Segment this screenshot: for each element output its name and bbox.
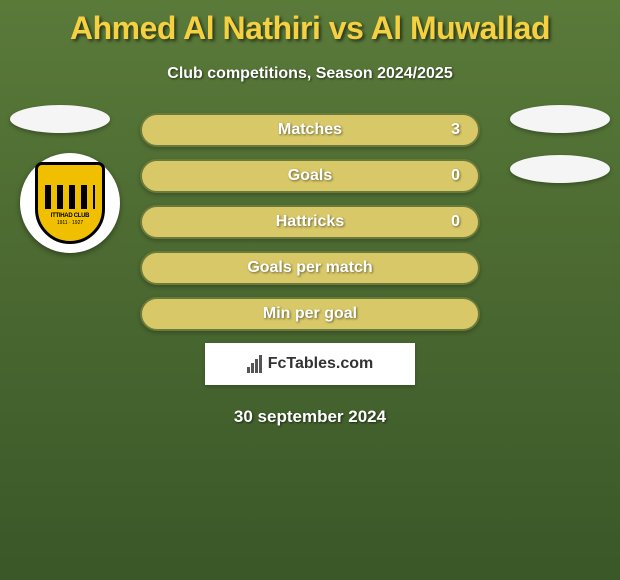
- date-line: 30 september 2024: [0, 407, 620, 427]
- bar-chart-icon: [247, 355, 262, 373]
- stat-row-goals-per-match: Goals per match: [140, 251, 480, 285]
- badge-stripes-icon: [45, 185, 95, 209]
- stat-row-matches: Matches 3: [140, 113, 480, 147]
- watermark-text: FcTables.com: [268, 355, 374, 373]
- stat-row-min-per-goal: Min per goal: [140, 297, 480, 331]
- stat-label: Hattricks: [276, 213, 344, 231]
- comparison-title: Ahmed Al Nathiri vs Al Muwallad: [0, 0, 620, 47]
- stat-label: Goals per match: [247, 259, 372, 277]
- club-badge: ITTIHAD CLUB 1911 · 1927: [20, 153, 120, 253]
- photo-placeholder-right-1: [510, 105, 610, 133]
- stats-area: ITTIHAD CLUB 1911 · 1927 Matches 3 Goals…: [0, 113, 620, 427]
- badge-years: 1911 · 1927: [57, 220, 83, 226]
- badge-shield: ITTIHAD CLUB 1911 · 1927: [35, 162, 105, 244]
- stat-label: Matches: [278, 121, 342, 139]
- photo-placeholder-left: [10, 105, 110, 133]
- stat-bars: Matches 3 Goals 0 Hattricks 0 Goals per …: [140, 113, 480, 331]
- stat-label: Min per goal: [263, 305, 357, 323]
- stat-row-goals: Goals 0: [140, 159, 480, 193]
- stat-value: 0: [451, 213, 460, 231]
- stat-value: 0: [451, 167, 460, 185]
- comparison-subtitle: Club competitions, Season 2024/2025: [0, 65, 620, 83]
- stat-row-hattricks: Hattricks 0: [140, 205, 480, 239]
- watermark: FcTables.com: [205, 343, 415, 385]
- photo-placeholder-right-2: [510, 155, 610, 183]
- badge-club-name: ITTIHAD CLUB: [51, 213, 89, 219]
- stat-label: Goals: [288, 167, 332, 185]
- stat-value: 3: [451, 121, 460, 139]
